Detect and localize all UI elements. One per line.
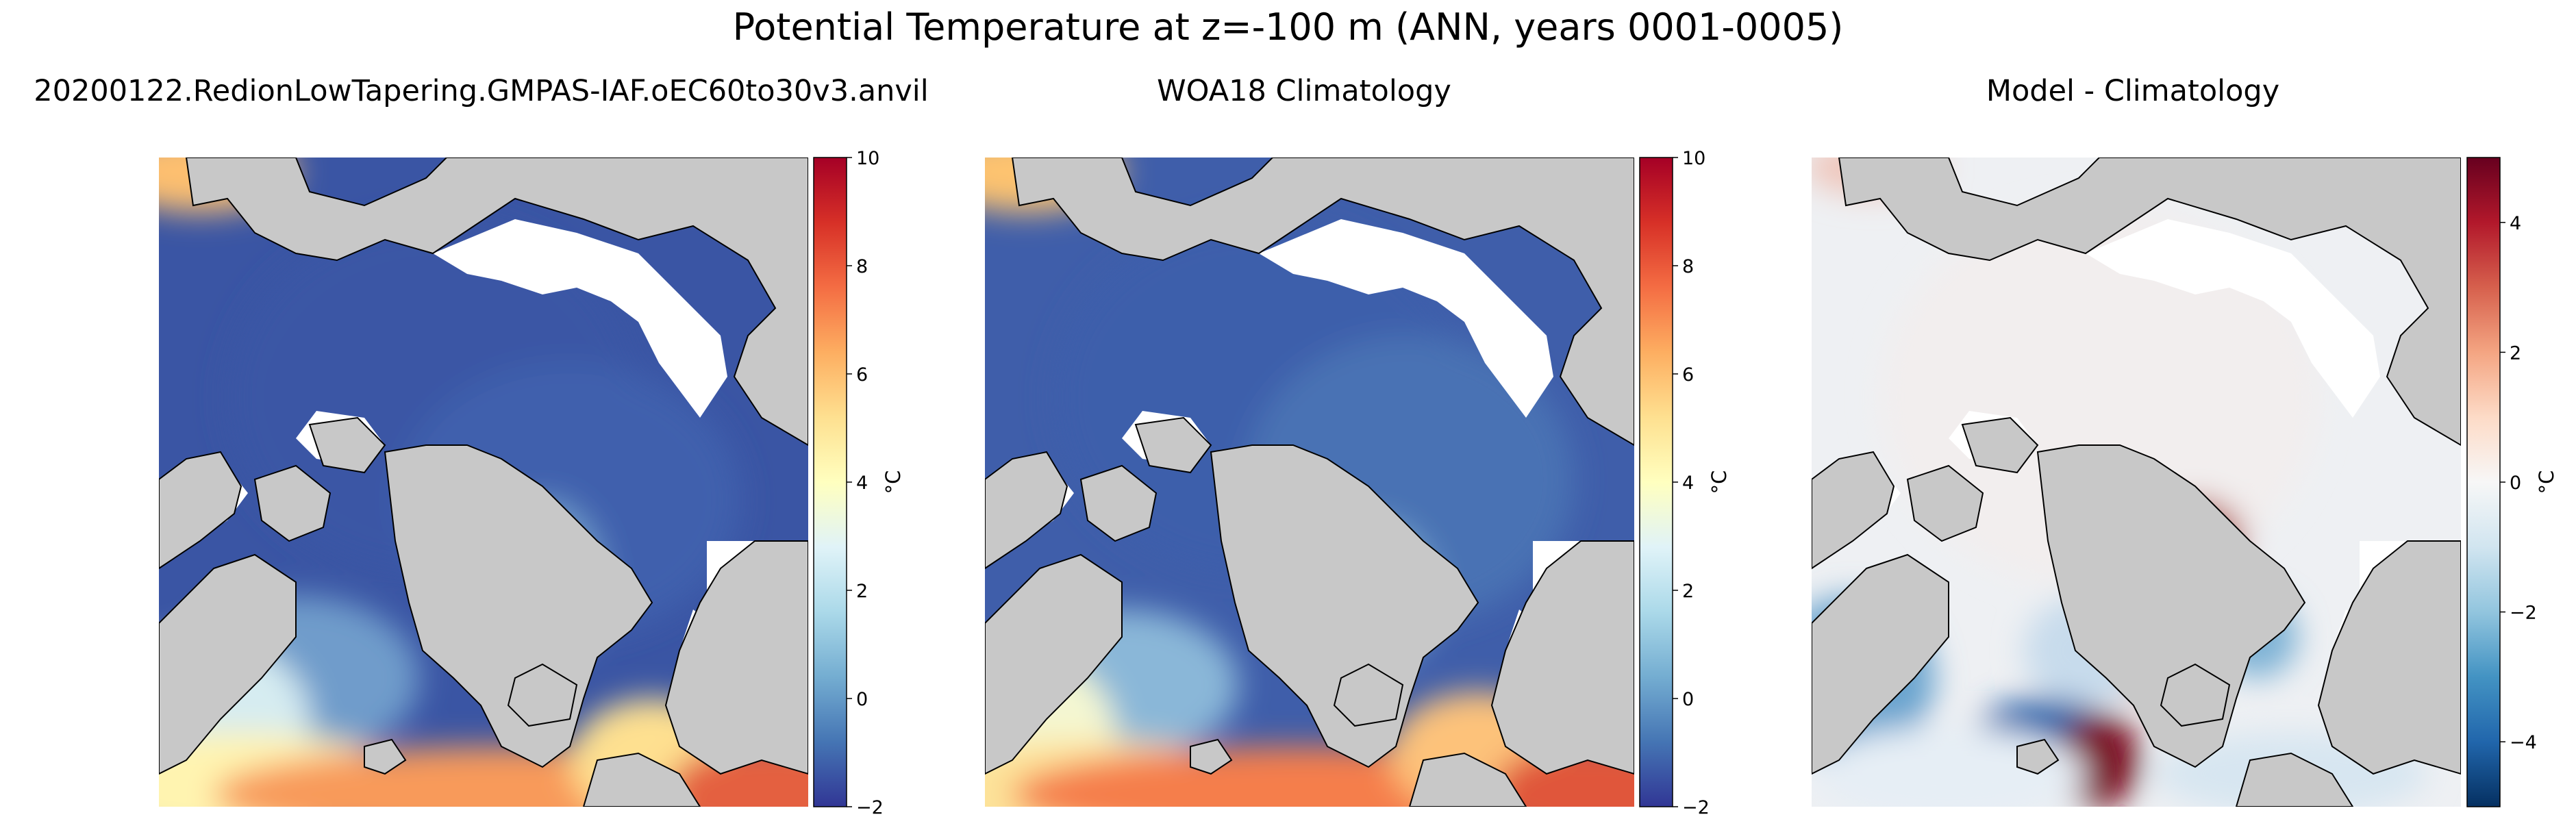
colorbar-tick-label: 2 xyxy=(856,581,868,602)
colorbar-tick-label: −2 xyxy=(856,797,884,818)
colorbar-gradient xyxy=(813,157,847,807)
colorbar-tick-label: 4 xyxy=(1682,473,1694,494)
colorbar-gradient xyxy=(2466,157,2501,807)
colorbar-tick-label: 6 xyxy=(856,364,868,386)
colorbar-tick-label: 2 xyxy=(1682,581,1694,602)
map-panel-2 xyxy=(985,158,1634,807)
colorbar-unit-label: °C xyxy=(2535,470,2558,494)
map-panel-3 xyxy=(1812,158,2461,807)
colorbar-tick-label: −2 xyxy=(2510,603,2537,624)
colorbar-tick-label: 0 xyxy=(2510,473,2521,494)
colorbar-3: −4 −2 0 2 4 °C xyxy=(2466,157,2558,807)
map-panel-1 xyxy=(159,158,808,807)
colorbar-unit-label: °C xyxy=(1708,470,1731,494)
colorbar-tick-label: −2 xyxy=(1682,797,1710,818)
figure-title: Potential Temperature at z=-100 m (ANN, … xyxy=(732,5,1844,49)
colorbar-gradient xyxy=(1639,157,1673,807)
colorbar-tick-label: 4 xyxy=(856,473,868,494)
colorbar-tick-label: 10 xyxy=(856,148,879,169)
colorbar-tick-label: 4 xyxy=(2510,213,2521,234)
panel-title-climatology: WOA18 Climatology xyxy=(1157,74,1451,108)
colorbar-tick-label: 8 xyxy=(856,256,868,277)
colorbar-tick-label: 6 xyxy=(1682,364,1694,386)
colorbar-tick-label: 0 xyxy=(1682,689,1694,710)
field-patch-0 xyxy=(1880,205,2318,589)
panel-title-model: 20200122.RedionLowTapering.GMPAS-IAF.oEC… xyxy=(34,74,929,108)
colorbar-2: −2 0 2 4 6 8 10 °C xyxy=(1639,148,1731,818)
colorbar-1: −2 0 2 4 6 8 10 °C xyxy=(813,148,905,818)
panel-title-difference: Model - Climatology xyxy=(1986,74,2280,108)
colorbar-tick-label: 2 xyxy=(2510,342,2521,364)
colorbar-tick-label: 10 xyxy=(1682,148,1705,169)
colorbar-tick-label: 8 xyxy=(1682,256,1694,277)
colorbar-tick-label: −4 xyxy=(2510,732,2537,753)
colorbar-unit-label: °C xyxy=(881,470,905,494)
colorbar-tick-label: 0 xyxy=(856,689,868,710)
